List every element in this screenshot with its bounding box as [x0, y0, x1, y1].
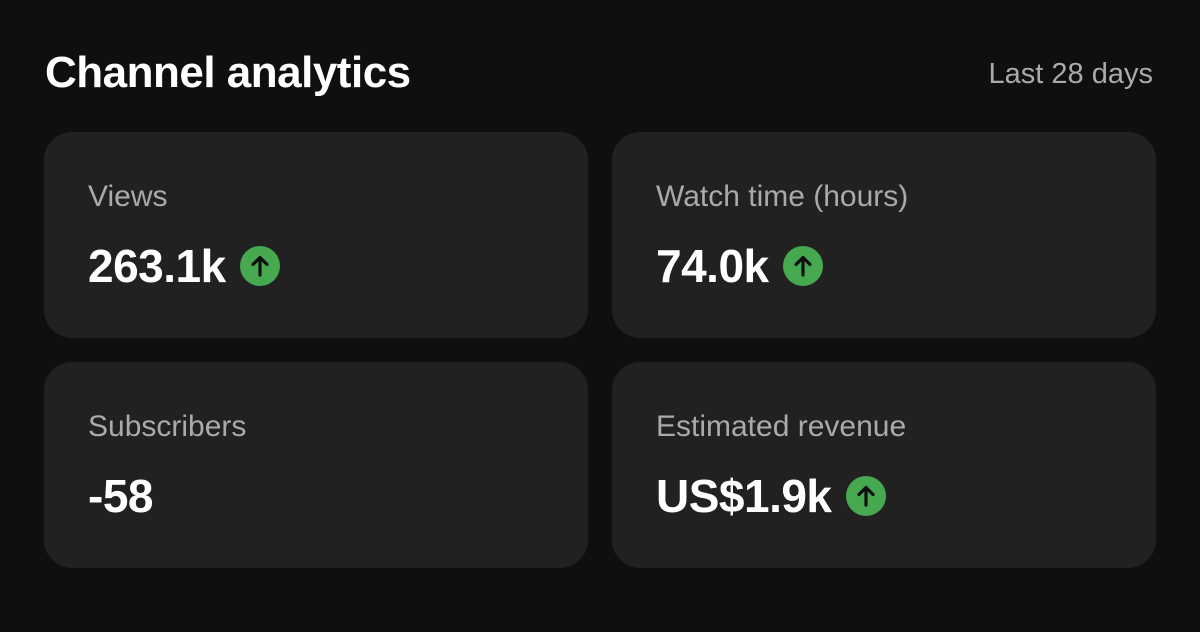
stat-value-row: US$1.9k: [656, 468, 886, 524]
page-title: Channel analytics: [45, 48, 411, 97]
trend-up-icon: [845, 476, 886, 516]
stat-label: Subscribers: [88, 410, 247, 443]
stat-label: Estimated revenue: [656, 410, 907, 443]
stat-card: Views 263.1k: [44, 132, 588, 338]
period-label: Last 28 days: [988, 58, 1153, 90]
stat-value: 74.0k: [656, 240, 769, 292]
stat-value: -58: [88, 470, 153, 522]
trend-up-icon: [239, 246, 280, 286]
stat-value: US$1.9k: [656, 470, 832, 522]
stat-card: Subscribers -58: [44, 362, 588, 568]
stat-value-row: 263.1k: [88, 238, 280, 294]
icon-arrow: [251, 255, 269, 277]
icon-arrow: [794, 255, 812, 277]
stat-card: Estimated revenue US$1.9k: [612, 362, 1156, 568]
stat-value-row: 74.0k: [656, 238, 823, 294]
stat-label: Watch time (hours): [656, 180, 909, 213]
stat-label: Views: [88, 180, 168, 213]
stat-value: 263.1k: [88, 240, 226, 292]
stat-card: Watch time (hours) 74.0k: [612, 132, 1156, 338]
icon-arrow: [856, 485, 875, 507]
trend-up-icon: [782, 246, 823, 286]
stat-value-row: -58: [88, 468, 153, 524]
